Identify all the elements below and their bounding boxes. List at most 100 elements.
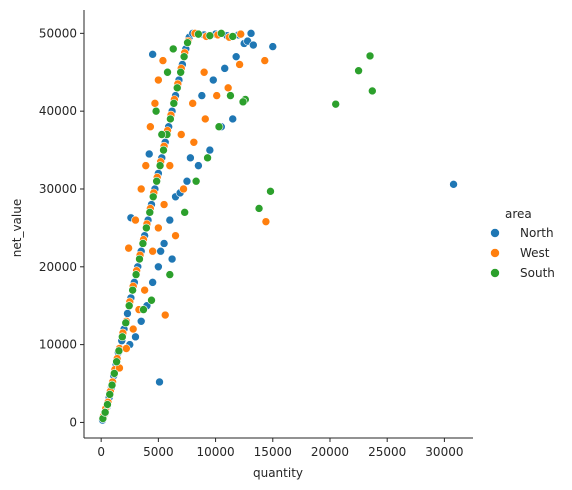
point-south — [118, 332, 127, 342]
point-south — [121, 318, 131, 328]
point-west — [140, 285, 149, 295]
point-south — [152, 176, 161, 186]
point-west — [212, 91, 222, 100]
point-west — [128, 324, 138, 334]
point-north — [197, 91, 207, 100]
y-tick-label: 10000 — [39, 338, 77, 352]
legend-marker — [490, 248, 500, 258]
point-north — [159, 239, 169, 248]
x-axis-label: quantity — [253, 466, 303, 480]
legend-title: area — [505, 207, 532, 221]
point-west — [223, 83, 233, 93]
point-south — [203, 153, 212, 163]
point-north — [194, 161, 203, 170]
point-west — [179, 184, 188, 194]
y-tick-label: 50000 — [39, 26, 77, 40]
point-west — [159, 200, 169, 209]
point-south — [266, 187, 275, 196]
point-west — [188, 99, 197, 108]
point-west — [199, 67, 209, 77]
point-west — [200, 114, 210, 124]
point-north — [231, 52, 241, 61]
point-south — [112, 357, 121, 367]
point-south — [166, 114, 175, 124]
point-south — [238, 97, 248, 107]
point-south — [110, 369, 119, 378]
y-tick-label: 40000 — [39, 104, 77, 118]
x-tick-label: 10000 — [196, 445, 234, 459]
point-west — [154, 75, 163, 85]
point-north — [131, 332, 140, 342]
point-west — [171, 231, 180, 240]
axes: 0 5000 10000 15000 20000 25000 30000 0 10000 200… — [39, 10, 473, 459]
point-south — [365, 51, 375, 61]
point-north — [268, 42, 278, 51]
point-north — [167, 254, 177, 264]
point-north — [220, 64, 230, 73]
points-layer — [98, 29, 458, 425]
point-south — [148, 192, 158, 202]
point-north — [148, 50, 157, 59]
point-west — [136, 184, 146, 194]
point-south — [147, 295, 156, 305]
point-south — [254, 204, 264, 213]
point-south — [176, 67, 185, 77]
point-south — [114, 346, 124, 356]
point-south — [163, 67, 172, 77]
point-south — [100, 408, 110, 417]
point-south — [157, 130, 167, 139]
point-west — [261, 217, 271, 226]
point-south — [331, 99, 341, 109]
point-west — [165, 161, 175, 170]
point-south — [103, 400, 112, 409]
point-south — [368, 86, 377, 96]
point-south — [168, 44, 178, 54]
point-south — [165, 270, 175, 279]
legend-items: North West South — [490, 226, 555, 280]
x-tick-label: 30000 — [425, 445, 463, 459]
legend-marker — [490, 228, 500, 238]
point-south — [179, 52, 189, 61]
point-west — [176, 130, 186, 139]
point-north — [148, 278, 157, 287]
point-south — [216, 29, 226, 38]
point-north — [156, 246, 165, 256]
y-tick-label: 20000 — [39, 260, 77, 274]
point-south — [128, 285, 137, 295]
point-south — [214, 122, 224, 132]
point-west — [122, 344, 131, 353]
x-tick-label: 0 — [97, 445, 105, 459]
point-south — [228, 32, 238, 41]
point-north — [136, 316, 146, 326]
x-tick-label: 15000 — [254, 445, 292, 459]
point-south — [107, 380, 117, 390]
legend: area North West South — [490, 207, 555, 280]
point-west — [189, 137, 199, 147]
point-south — [135, 254, 144, 264]
point-west — [124, 243, 133, 253]
point-west — [235, 60, 244, 69]
point-north — [246, 29, 256, 38]
y-tick-label: 30000 — [39, 182, 77, 196]
legend-marker — [490, 268, 500, 278]
point-south — [105, 390, 115, 399]
legend-label: North — [520, 226, 554, 240]
point-south — [194, 29, 203, 39]
point-south — [142, 223, 151, 233]
point-south — [138, 239, 148, 248]
point-north — [208, 75, 218, 85]
point-south — [191, 176, 201, 186]
x-tick-label: 5000 — [143, 445, 174, 459]
point-north — [186, 153, 195, 163]
point-west — [148, 246, 157, 256]
x-tick-label: 25000 — [368, 445, 406, 459]
y-axis-label: net_value — [10, 199, 24, 257]
point-south — [145, 208, 155, 217]
point-south — [159, 145, 168, 155]
legend-label: South — [520, 266, 555, 280]
point-north — [449, 180, 458, 189]
point-north — [144, 149, 154, 159]
point-south — [183, 38, 192, 47]
point-south — [205, 31, 215, 40]
